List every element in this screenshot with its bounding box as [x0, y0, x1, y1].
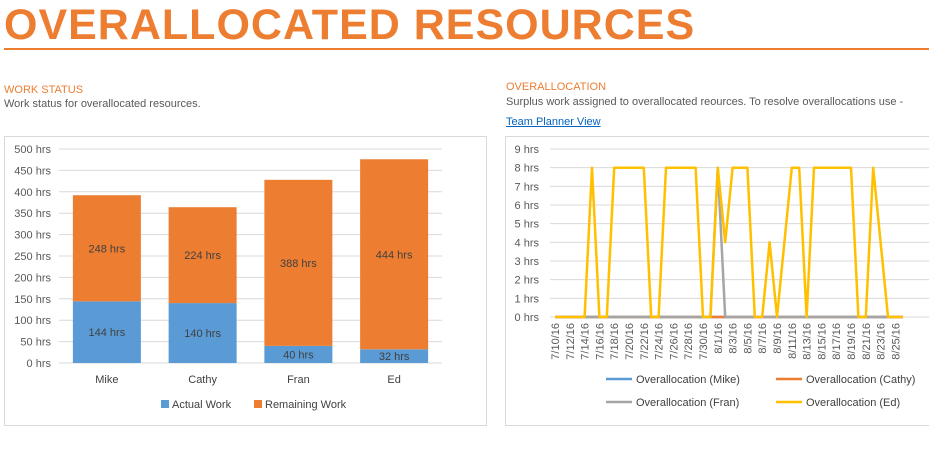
legend-label: Overallocation (Fran)	[636, 397, 739, 409]
overallocation-chart: 0 hrs 1 hrs 2 hrs 3 hrs 4 hrs 5 hrs 6 hrs 7 hrs…	[505, 136, 929, 426]
overallocation-description: Surplus work assigned to overallocated r…	[506, 96, 904, 108]
y-tick-label: 6 hrs	[515, 200, 540, 212]
title-underline	[4, 48, 929, 50]
legend-label: Actual Work	[172, 399, 232, 411]
y-tick-label: 0 hrs	[27, 358, 52, 370]
data-label: 444 hrs	[376, 249, 413, 261]
x-tick-label: 8/25/16	[890, 323, 902, 360]
legend-label: Overallocation (Cathy)	[806, 374, 915, 386]
data-label: 140 hrs	[184, 328, 221, 340]
data-label: 144 hrs	[89, 327, 126, 339]
y-tick-label: 350 hrs	[14, 208, 51, 220]
overallocation-heading: OVERALLOCATION	[506, 81, 607, 93]
x-tick-label: 7/12/16	[565, 323, 577, 360]
y-tick-label: 3 hrs	[515, 256, 540, 268]
x-category-label: Mike	[95, 374, 118, 386]
y-tick-label: 200 hrs	[14, 272, 51, 284]
work-status-description: Work status for overallocated resources.	[4, 98, 201, 110]
x-tick-label: 8/13/16	[802, 323, 814, 360]
x-tick-label: 7/22/16	[639, 323, 651, 360]
data-label: 248 hrs	[89, 243, 126, 255]
x-tick-label: 8/23/16	[876, 323, 888, 360]
x-tick-label: 8/11/16	[787, 323, 799, 359]
x-tick-label: 7/20/16	[624, 323, 636, 360]
data-label: 32 hrs	[379, 351, 410, 363]
legend-label: Overallocation (Ed)	[806, 397, 900, 409]
y-tick-label: 8 hrs	[515, 163, 540, 175]
x-tick-label: 7/16/16	[594, 323, 606, 360]
x-tick-label: 7/14/16	[580, 323, 592, 360]
y-tick-label: 5 hrs	[515, 219, 540, 231]
data-label: 40 hrs	[283, 349, 314, 361]
data-label: 224 hrs	[184, 250, 221, 262]
y-tick-label: 450 hrs	[14, 165, 51, 177]
legend-swatch-remaining-work	[254, 400, 262, 408]
x-tick-label: 8/7/16	[757, 323, 769, 354]
bar-actual-work-mike	[72, 301, 141, 363]
series-line-overallocation-ed	[555, 166, 903, 319]
x-tick-label: 8/5/16	[742, 323, 754, 354]
bar-actual-work-fran	[264, 345, 333, 363]
y-tick-label: 1 hrs	[515, 293, 540, 305]
y-tick-label: 500 hrs	[14, 144, 51, 156]
bar-remaining-work-ed	[360, 159, 429, 350]
x-tick-label: 8/19/16	[846, 323, 858, 360]
legend-label: Overallocation (Mike)	[636, 374, 740, 386]
work-status-heading: WORK STATUS	[4, 84, 84, 96]
data-label: 388 hrs	[280, 258, 317, 270]
work-status-chart-svg: 0 hrs 50 hrs 100 hrs 150 hrs 200 hrs 250 hrs 3…	[14, 144, 442, 411]
y-tick-label: 300 hrs	[14, 230, 51, 242]
bar-actual-work-cathy	[168, 303, 237, 363]
y-tick-label: 2 hrs	[515, 275, 540, 287]
x-category-label: Cathy	[188, 374, 217, 386]
work-status-chart: 0 hrs 50 hrs 100 hrs 150 hrs 200 hrs 250 hrs 3…	[4, 136, 487, 426]
page-title: OVERALLOCATED RESOURCES	[4, 1, 696, 49]
y-tick-label: 7 hrs	[515, 181, 540, 193]
bar-actual-work-ed	[360, 349, 429, 363]
legend-label: Remaining Work	[265, 399, 347, 411]
x-tick-label: 8/9/16	[772, 323, 784, 354]
y-tick-label: 50 hrs	[20, 337, 51, 349]
x-tick-label: 7/30/16	[698, 323, 710, 360]
x-category-label: Ed	[387, 374, 400, 386]
y-tick-label: 4 hrs	[515, 237, 540, 249]
bar-remaining-work-fran	[264, 179, 333, 346]
x-tick-label: 7/26/16	[668, 323, 680, 360]
y-tick-label: 100 hrs	[14, 315, 51, 327]
x-category-label: Fran	[287, 374, 310, 386]
y-tick-label: 150 hrs	[14, 294, 51, 306]
x-tick-label: 7/18/16	[609, 323, 621, 360]
bar-remaining-work-mike	[72, 195, 141, 302]
y-tick-label: 250 hrs	[14, 251, 51, 263]
x-tick-label: 8/15/16	[816, 323, 828, 360]
x-tick-label: 7/10/16	[550, 323, 562, 360]
x-tick-label: 8/17/16	[831, 323, 843, 360]
bar-remaining-work-cathy	[168, 207, 237, 304]
x-tick-label: 8/21/16	[861, 323, 873, 360]
series-line-overallocation-fran	[555, 166, 903, 319]
y-tick-label: 400 hrs	[14, 187, 51, 199]
y-tick-label: 9 hrs	[515, 144, 540, 156]
overallocation-chart-svg: 0 hrs 1 hrs 2 hrs 3 hrs 4 hrs 5 hrs 6 hrs 7 hrs…	[515, 144, 929, 409]
x-tick-label: 7/28/16	[683, 323, 695, 360]
x-tick-label: 8/3/16	[728, 323, 740, 354]
y-tick-label: 0 hrs	[515, 312, 540, 324]
x-tick-label: 8/1/16	[713, 323, 725, 354]
x-tick-label: 7/24/16	[654, 323, 666, 360]
team-planner-view-link[interactable]: Team Planner View	[506, 116, 601, 128]
legend-swatch-actual-work	[161, 400, 169, 408]
